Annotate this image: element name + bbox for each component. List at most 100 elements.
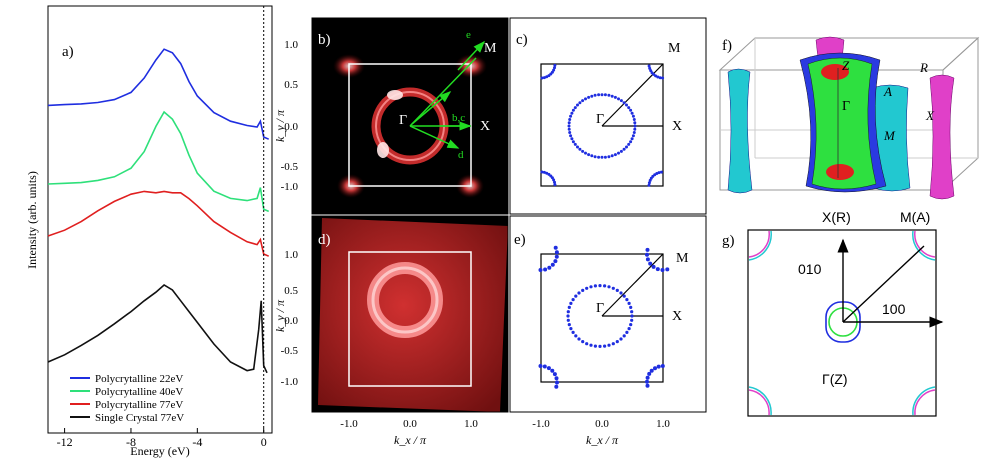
panel-a-xlabel: Energy (eV)	[130, 444, 189, 458]
fermi-point	[554, 250, 559, 255]
panel-g-frame	[747, 229, 937, 417]
fermi-point	[555, 380, 559, 385]
panel-d-ylabel: k_y / π	[273, 299, 287, 332]
fermi-point	[615, 340, 619, 344]
fermi-point	[566, 314, 570, 318]
fermi-point	[613, 153, 617, 157]
panel-b-hotspot	[387, 90, 403, 100]
panel-a: -12 -8 -4 0 Energy (eV) Intensity (arb. uni…	[25, 5, 273, 458]
fermi-point	[576, 103, 579, 107]
fermi-point	[552, 178, 556, 182]
fermi-point	[571, 330, 575, 334]
panel-c-label: c)	[516, 32, 528, 48]
fermi-point	[581, 99, 585, 103]
fermi-point	[571, 298, 575, 302]
panel-e-xtick: -1.0	[532, 418, 550, 430]
fermi-point	[625, 145, 628, 149]
panel-f-corner-cylinder	[929, 74, 955, 200]
fermi-point	[655, 267, 660, 272]
fermi-point	[597, 93, 601, 97]
fermi-point	[540, 170, 544, 174]
fermi-point	[547, 265, 552, 270]
panel-e-frame	[509, 215, 707, 413]
fermi-point	[567, 124, 571, 128]
panel-g-100-label: 100	[882, 301, 906, 317]
fermi-point	[568, 131, 572, 134]
legend-label: Polycrytalline 77eV	[95, 399, 183, 411]
fermi-point	[589, 343, 593, 347]
fermi-point	[584, 151, 587, 155]
fermi-point	[611, 342, 615, 346]
panel-b: Γ X M b,c d e b)	[311, 17, 509, 215]
fermi-point	[660, 268, 665, 272]
spectrum-line	[47, 48, 270, 140]
fermi-point	[542, 364, 547, 369]
fermi-point	[627, 301, 631, 305]
panel-f-label: f)	[722, 38, 732, 54]
panel-b-ylabel: k_y / π	[273, 109, 287, 142]
fermi-point	[617, 97, 620, 101]
panel-d-xtick: -1.0	[340, 418, 358, 430]
spectrum-line	[47, 190, 270, 257]
fermi-point	[607, 155, 611, 159]
fermi-point	[619, 149, 623, 153]
fermi-point	[593, 344, 598, 348]
fermi-point	[600, 93, 604, 97]
fermi-point	[633, 121, 637, 125]
fermi-point	[574, 334, 578, 338]
fermi-point	[622, 101, 626, 105]
panel-c-gamma-label: Γ	[596, 112, 604, 127]
fermi-point	[653, 366, 657, 371]
fermi-point	[633, 127, 637, 131]
panel-g-corner-arc	[912, 386, 936, 416]
fermi-point	[597, 155, 601, 159]
legend-label: Polycrytalline 40eV	[95, 386, 183, 398]
panel-b-cut-arrow	[411, 91, 452, 125]
fermi-point	[543, 267, 548, 272]
fermi-point	[581, 288, 585, 292]
fermi-point	[569, 327, 573, 331]
fermi-point	[553, 183, 557, 187]
panel-d-xtick: 0.0	[403, 418, 417, 430]
fermi-point	[657, 171, 661, 175]
fermi-point	[593, 93, 597, 97]
panel-g-corner-arc	[748, 389, 770, 416]
panel-b-gamma-label: Γ	[399, 113, 407, 128]
panel-a-ylabel: Intensity (arb. units)	[25, 171, 39, 269]
fermi-point	[584, 97, 587, 101]
fermi-point	[550, 262, 555, 267]
panel-c-brillouin-zone	[540, 63, 664, 187]
panel-d-xlabel: k_x / π	[394, 433, 427, 447]
fermi-point	[627, 327, 631, 331]
panel-b-cut-e	[457, 40, 486, 71]
fermi-point	[553, 63, 557, 67]
fermi-point	[610, 94, 614, 98]
x-tick-label: -4	[192, 435, 202, 449]
fermi-point	[587, 95, 591, 99]
kspace-axes: 1.0 0.5 0.0 -0.5 -1.0 k_y / π 1.0 0.5 0.…	[273, 39, 670, 447]
fermi-point	[647, 64, 651, 68]
fermi-point	[648, 66, 652, 70]
panel-b-e-label: e	[466, 29, 471, 41]
panel-e-xtick: 0.0	[595, 418, 609, 430]
panel-b-bc-label: b,c	[452, 112, 465, 124]
panel-c-fermi-points	[540, 63, 665, 187]
panel-f-inner-pocket	[821, 64, 849, 80]
panel-g-corner-arc	[914, 230, 936, 258]
fermi-point	[581, 149, 585, 153]
panel-d-ytick: -1.0	[281, 376, 299, 388]
fermi-point	[648, 261, 653, 266]
fermi-point	[593, 284, 598, 288]
fermi-point	[566, 310, 570, 314]
fermi-point	[545, 171, 549, 175]
panel-f: f) Z R A Γ X M	[718, 36, 980, 200]
fermi-point	[617, 151, 620, 155]
panel-g-ma-label: M(A)	[900, 209, 930, 225]
fermi-point	[571, 108, 575, 112]
fermi-point	[607, 285, 611, 289]
panel-c-x-label: X	[672, 119, 682, 134]
panel-b-ytick: 0.5	[284, 79, 298, 91]
panel-b-m-label: M	[484, 41, 497, 56]
panel-e-x-label: X	[672, 309, 682, 324]
